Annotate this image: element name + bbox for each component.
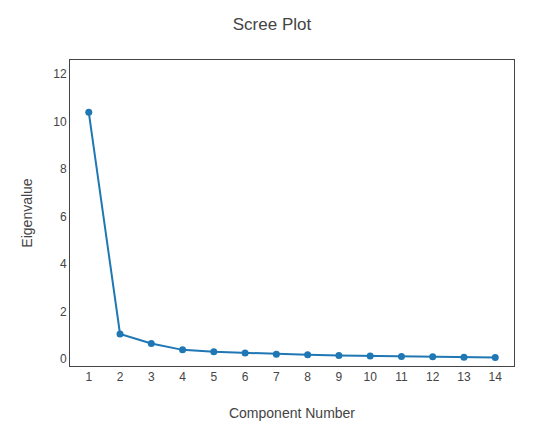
svg-text:Scree Plot: Scree Plot (233, 15, 312, 34)
svg-text:6: 6 (60, 210, 67, 224)
svg-text:1: 1 (85, 370, 92, 384)
svg-text:8: 8 (304, 370, 311, 384)
svg-text:7: 7 (273, 370, 280, 384)
svg-text:8: 8 (60, 162, 67, 176)
svg-text:Eigenvalue: Eigenvalue (19, 178, 35, 247)
svg-text:4: 4 (179, 370, 186, 384)
svg-text:9: 9 (336, 370, 343, 384)
svg-text:6: 6 (242, 370, 249, 384)
svg-text:14: 14 (489, 370, 503, 384)
svg-text:4: 4 (60, 257, 67, 271)
svg-text:Component Number: Component Number (229, 405, 355, 421)
svg-text:2: 2 (117, 370, 124, 384)
svg-text:11: 11 (395, 370, 408, 384)
svg-text:10: 10 (53, 115, 67, 129)
svg-text:3: 3 (148, 370, 155, 384)
svg-text:5: 5 (210, 370, 217, 384)
svg-text:13: 13 (457, 370, 471, 384)
svg-text:0: 0 (60, 352, 67, 366)
svg-text:12: 12 (53, 67, 67, 81)
svg-text:2: 2 (60, 305, 67, 319)
svg-text:12: 12 (426, 370, 440, 384)
svg-text:10: 10 (363, 370, 377, 384)
